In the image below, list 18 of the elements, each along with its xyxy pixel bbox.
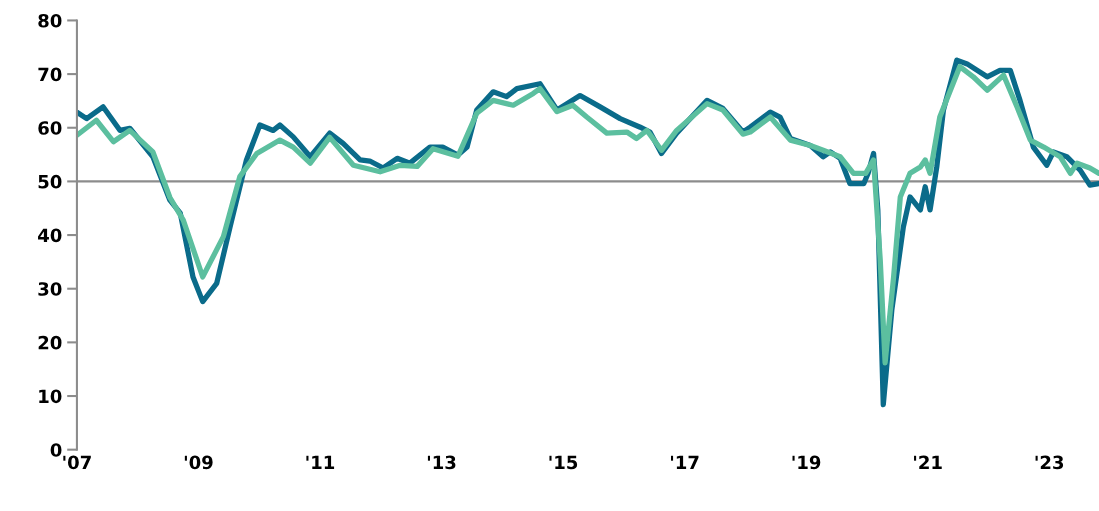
x-tick-label: '17 — [670, 455, 699, 469]
y-tick-label: 20 — [38, 335, 62, 350]
x-tick-label: '13 — [427, 455, 456, 470]
y-tick-label: 0 — [50, 443, 62, 457]
y-tick-label: 60 — [38, 121, 62, 135]
y-tick-label: 80 — [38, 13, 62, 28]
x-tick-label: '07 — [63, 455, 91, 470]
x-tick-label: '15 — [549, 455, 578, 470]
y-tick-label: 70 — [38, 67, 62, 82]
x-tick-label: '23 — [1035, 455, 1064, 470]
x-tick-label: '21 — [914, 455, 942, 469]
y-tick-label: 10 — [39, 389, 62, 404]
x-tick-label: '09 — [184, 455, 213, 470]
x-tick-label: '11 — [306, 455, 335, 469]
y-tick-label: 50 — [38, 174, 62, 189]
x-tick-label: '19 — [792, 455, 821, 470]
y-tick-label: 40 — [38, 228, 62, 243]
y-tick-label: 30 — [38, 282, 62, 296]
